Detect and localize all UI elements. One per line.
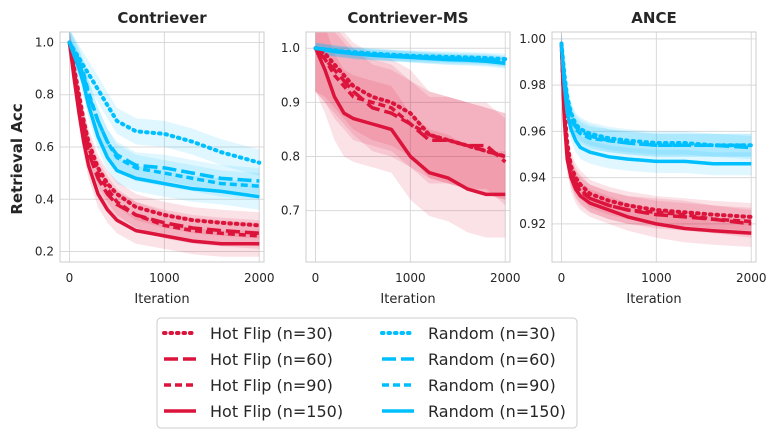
x-axis-label: Iteration	[380, 292, 435, 307]
y-tick-label: 0.8	[35, 88, 54, 102]
series-line	[315, 46, 506, 66]
series-line	[67, 41, 260, 199]
legend: Hot Flip (n=30) Hot Flip (n=60) Hot Flip (…	[156, 317, 578, 429]
series-line	[559, 43, 752, 224]
confidence-band	[69, 32, 260, 247]
y-tick-label: 0.98	[519, 78, 546, 92]
legend-label: Hot Flip (n=90)	[210, 376, 333, 395]
y-tick-label: 0.2	[35, 245, 54, 259]
panel-2: 0 1000 2000 0.92 0.94 0.96 0.98 1.00 ANCE Iterati…	[519, 9, 766, 307]
y-tick-label: 0.9	[281, 95, 300, 109]
panels: 0 1000 2000 0.2 0.4 0.6 0.8 1.0 Contriever Iterat…	[35, 9, 767, 307]
confidence-band	[315, 32, 506, 206]
legend-label: Hot Flip (n=150)	[210, 402, 343, 421]
series-line	[313, 46, 508, 159]
panel-0: 0 1000 2000 0.2 0.4 0.6 0.8 1.0 Contriever Iterat…	[35, 9, 275, 307]
x-tick-label: 0	[558, 271, 566, 285]
series-group	[559, 32, 754, 247]
x-tick-label: 0	[312, 271, 320, 285]
series-line	[314, 47, 506, 159]
legend-label: Random (n=90)	[428, 376, 556, 395]
series-line	[68, 41, 260, 188]
confidence-band	[69, 32, 260, 210]
x-axis-label: Iteration	[134, 292, 189, 307]
series-line	[314, 47, 507, 164]
panel-title: Contriever-MS	[347, 9, 468, 27]
confidence-band	[561, 32, 752, 231]
y-tick-label: 0.94	[519, 171, 546, 185]
x-tick-label: 2000	[244, 271, 275, 285]
y-tick-label: 1.0	[35, 35, 54, 49]
y-tick-label: 0.92	[519, 217, 546, 231]
y-tick-label: 0.8	[281, 149, 300, 163]
y-axis-label: Retrieval Acc	[8, 103, 26, 214]
series-group	[67, 32, 262, 257]
legend-label: Random (n=150)	[428, 402, 566, 421]
legend-label: Random (n=30)	[428, 324, 556, 343]
confidence-band	[69, 32, 260, 239]
x-tick-label: 2000	[490, 271, 521, 285]
series-line	[313, 47, 506, 197]
confidence-band	[69, 32, 260, 176]
y-tick-label: 0.6	[35, 140, 54, 154]
x-tick-label: 0	[66, 271, 74, 285]
y-tick-label: 0.96	[519, 124, 546, 138]
x-tick-label: 2000	[736, 271, 767, 285]
plot-frame	[551, 31, 757, 263]
series-line	[67, 40, 262, 228]
confidence-band	[315, 32, 506, 200]
panel-title: Contriever	[117, 9, 207, 27]
y-tick-label: 0.7	[281, 204, 300, 218]
series-line	[559, 43, 752, 235]
panel-title: ANCE	[631, 9, 676, 27]
series-line	[67, 40, 262, 165]
plot-frame	[59, 31, 265, 263]
y-tick-label: 0.4	[35, 192, 54, 206]
confidence-band	[561, 32, 752, 176]
confidence-band	[561, 32, 752, 247]
y-tick-label: 1.0	[281, 41, 300, 55]
legend-box	[156, 317, 578, 429]
confidence-band	[315, 32, 506, 238]
y-tick-label: 1.00	[519, 32, 546, 46]
x-tick-label: 1000	[395, 271, 426, 285]
legend-label: Random (n=60)	[428, 350, 556, 369]
legend-label: Hot Flip (n=30)	[210, 324, 333, 343]
series-line	[559, 43, 752, 166]
x-tick-label: 1000	[641, 271, 672, 285]
panel-1: 0 1000 2000 0.7 0.8 0.9 1.0 Contriever-MS Iterat…	[281, 9, 521, 307]
plot-frame	[305, 31, 511, 263]
x-axis-label: Iteration	[626, 292, 681, 307]
x-tick-label: 1000	[149, 271, 180, 285]
legend-label: Hot Flip (n=60)	[210, 350, 333, 369]
confidence-band	[315, 32, 506, 200]
series-group	[313, 32, 508, 238]
series-line	[67, 42, 260, 238]
series-line	[67, 42, 260, 246]
